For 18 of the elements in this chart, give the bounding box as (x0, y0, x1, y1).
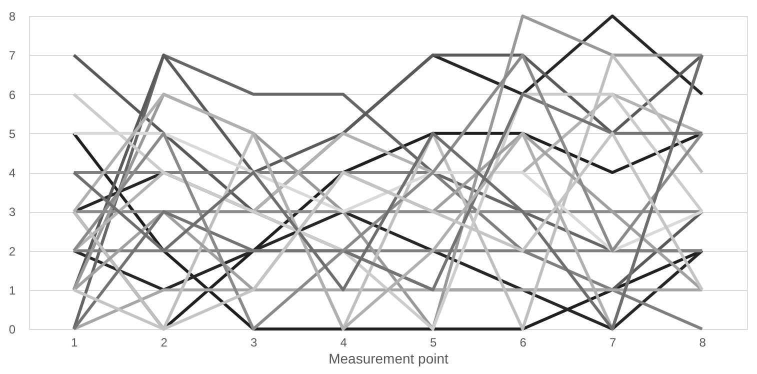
y-tick-label: 2 (8, 244, 16, 258)
y-tick-label: 8 (8, 10, 16, 24)
x-tick-label: 8 (699, 336, 706, 350)
x-axis-title: Measurement point (328, 350, 449, 366)
x-tick-label: 1 (71, 336, 78, 350)
y-tick-label: 4 (8, 166, 16, 180)
y-tick-label: 1 (8, 283, 16, 298)
y-tick-label: 6 (8, 88, 16, 102)
x-tick-label: 6 (520, 336, 527, 350)
y-tick-label: 7 (8, 48, 16, 63)
x-tick-label: 4 (340, 336, 348, 350)
x-tick-label: 3 (250, 336, 258, 350)
y-tick-label: 3 (8, 205, 16, 220)
y-tick-label: 0 (8, 322, 16, 336)
x-tick-label: 7 (610, 336, 617, 350)
x-tick-label: 5 (430, 336, 438, 350)
x-tick-label: 2 (160, 336, 168, 350)
y-tick-label: 5 (8, 126, 16, 141)
